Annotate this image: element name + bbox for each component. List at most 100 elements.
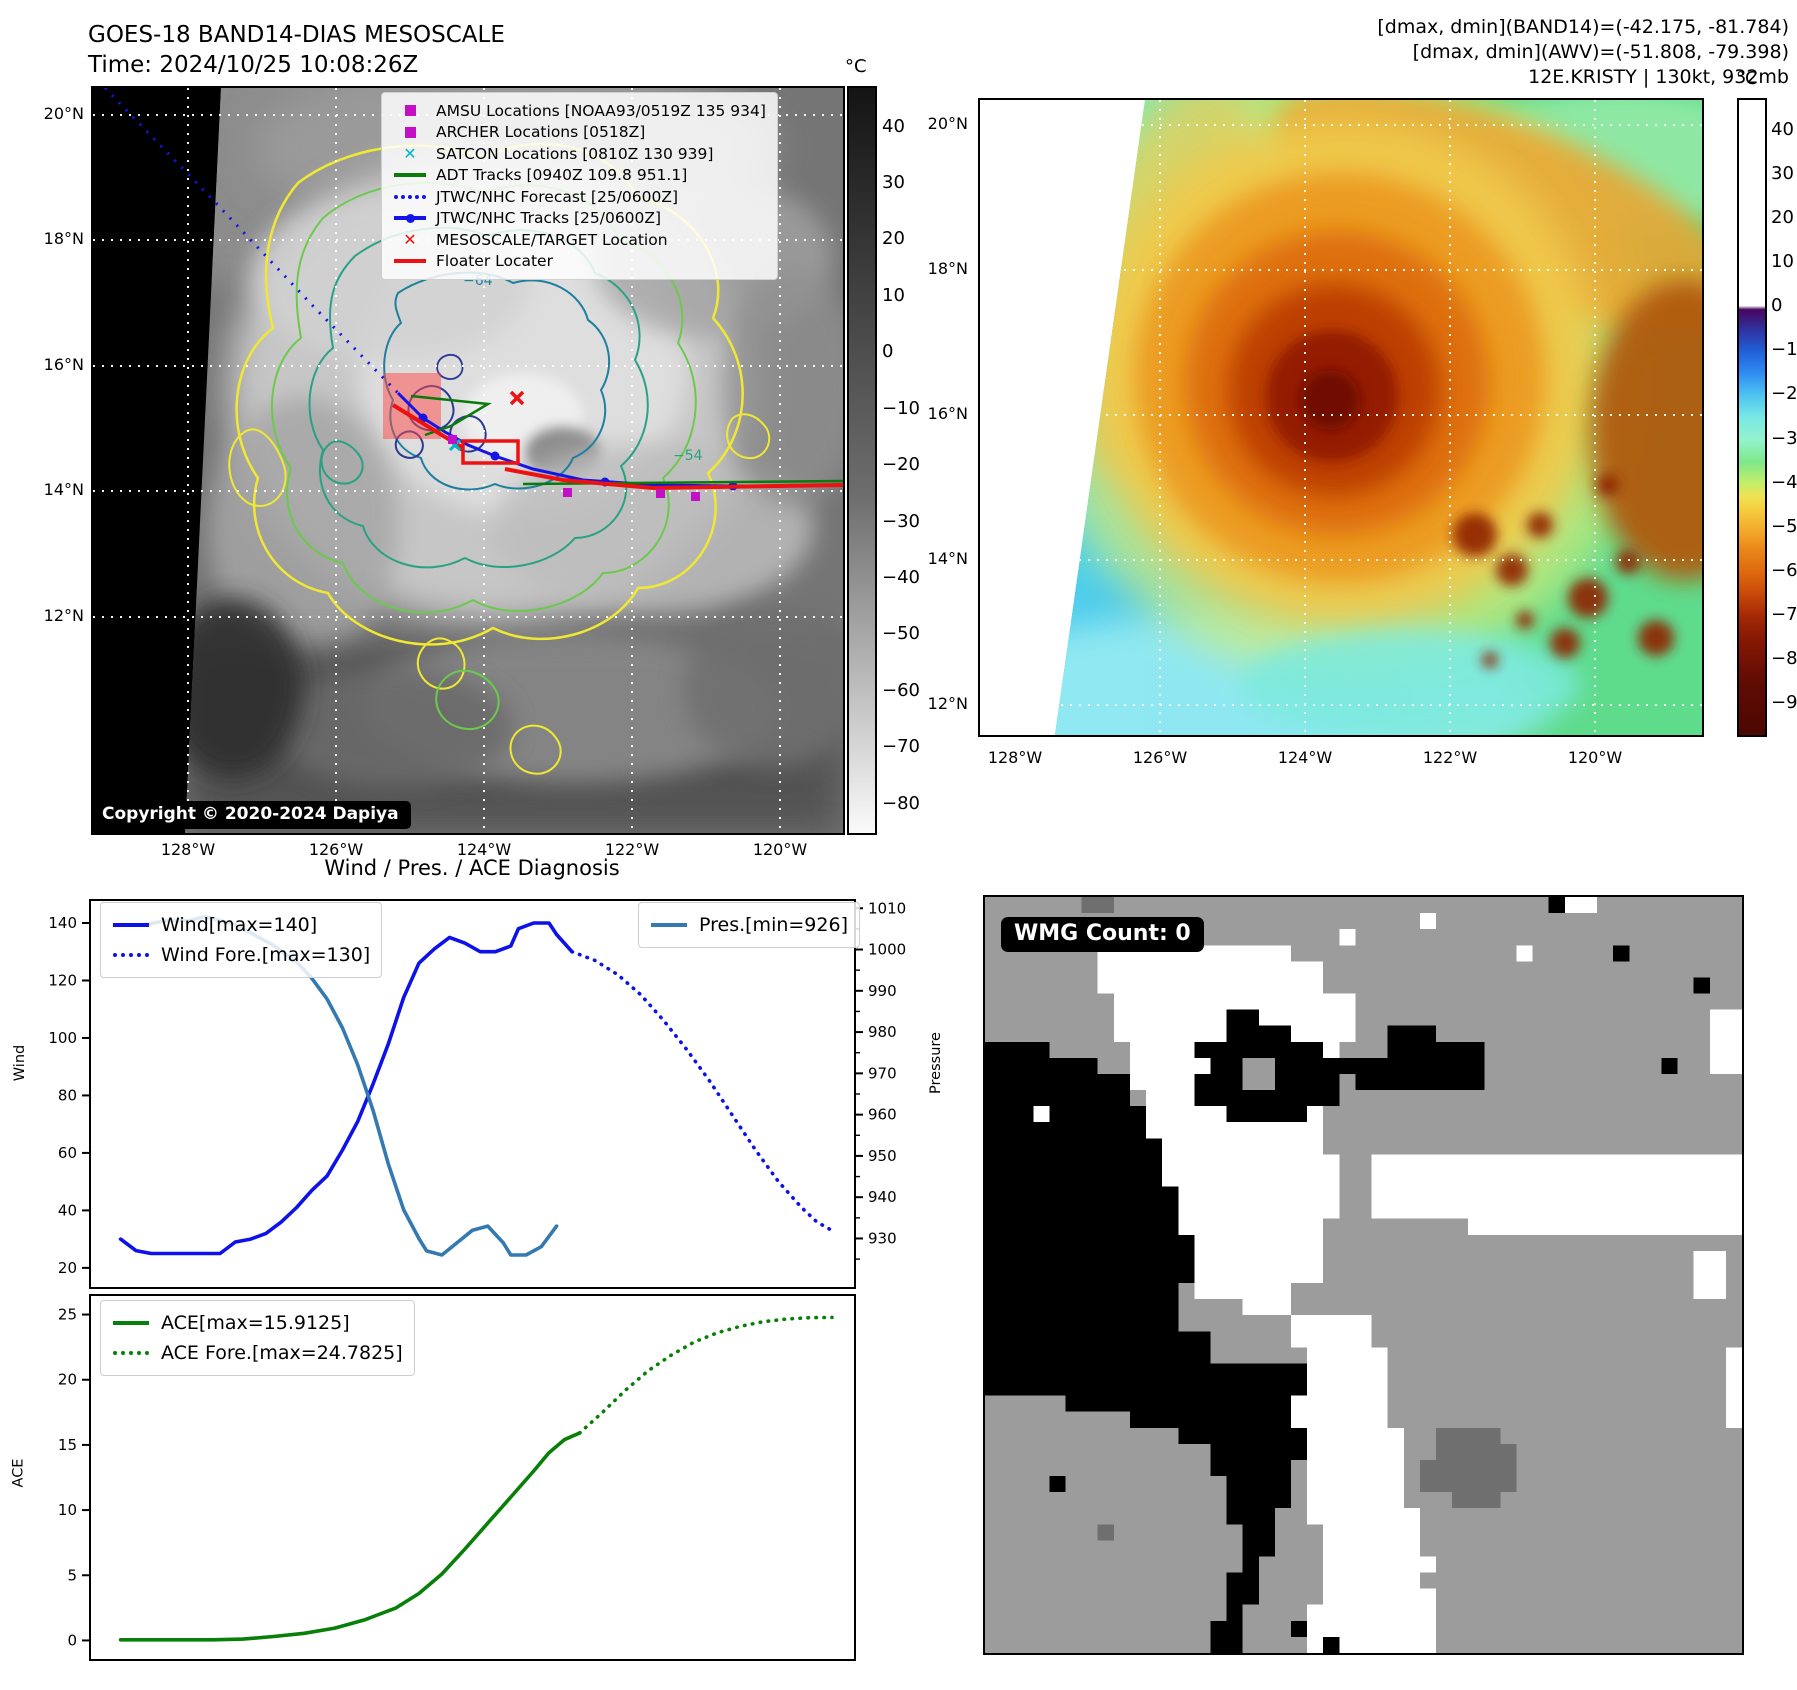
colorbar-tick: −10 (882, 397, 920, 419)
lat-tick: 18°N (43, 229, 84, 248)
y-tick: 80 (58, 1086, 77, 1104)
colorbar-tick: 10 (1771, 251, 1794, 273)
colorbar-tick: −20 (882, 454, 920, 476)
line-dot-marker (393, 213, 427, 223)
x-marker: ✕ (403, 229, 417, 249)
series-line (577, 1315, 834, 1435)
colorbar-tick: −80 (882, 792, 920, 814)
legend-row: ACE Fore.[max=24.7825] (112, 1338, 403, 1368)
y-tick: 15 (58, 1436, 77, 1454)
legend-label: ACE[max=15.9125] (161, 1312, 350, 1334)
legend-row: ✕ SATCON Locations [0810Z 130 939] (393, 143, 766, 165)
lon-tick: 122°W (604, 840, 660, 859)
colorbar-tick: −60 (882, 679, 920, 701)
legend-label: JTWC/NHC Tracks [25/0600Z] (436, 209, 662, 228)
legend-row: ✕ MESOSCALE/TARGET Location (393, 229, 766, 251)
lat-tick: 12°N (43, 606, 84, 625)
lat-tick: 18°N (927, 259, 968, 278)
legend-label: ARCHER Locations [0518Z] (436, 123, 646, 142)
y-tick-right: 930 (868, 1229, 897, 1247)
legend-label: ADT Tracks [0940Z 109.8 951.1] (436, 166, 688, 185)
series-line (118, 1431, 582, 1642)
ace-legend: ACE[max=15.9125] ACE Fore.[max=24.7825] (100, 1300, 415, 1376)
colorbar-tick: −10 (1771, 339, 1797, 361)
lon-tick: 128°W (987, 748, 1043, 767)
colorbar-tick: 40 (1771, 118, 1794, 140)
cold-overshoot-speckles (1453, 474, 1674, 668)
colorbar-tick: −70 (1771, 603, 1797, 625)
legend-row: AMSU Locations [NOAA93/0519Z 135 934] (393, 100, 766, 122)
legend-row: Floater Locater (393, 251, 766, 273)
y-tick: 20 (58, 1259, 77, 1277)
legend-row: JTWC/NHC Forecast [25/0600Z] (393, 186, 766, 208)
colorbar-tick: 0 (882, 341, 894, 363)
lon-tick: 126°W (308, 840, 364, 859)
lon-tick: 124°W (456, 840, 512, 859)
wind-axis-label: Wind (12, 1044, 29, 1082)
y-tick-right: 940 (868, 1188, 897, 1206)
legend-label: MESOSCALE/TARGET Location (436, 230, 668, 249)
wmg-classification-grid (985, 897, 1742, 1653)
ace-axis-label: ACE (10, 1458, 27, 1488)
colorbar-tick: 10 (882, 284, 905, 306)
wind-pressure-chart[interactable]: 20 40 60 80 100 120 140 930 940 950 960 970 980 990 10… (35, 893, 965, 1295)
colorbar-tick: 30 (882, 171, 905, 193)
pressure-axis-label: Pressure (927, 1032, 944, 1094)
legend-row: ACE[max=15.9125] (112, 1308, 403, 1338)
y-tick: 40 (58, 1201, 77, 1219)
lat-tick: 20°N (43, 104, 84, 123)
colorbar-tick: 40 (882, 115, 905, 137)
legend-row: ARCHER Locations [0518Z] (393, 122, 766, 144)
colorbar-tick: −70 (882, 736, 920, 758)
wmg-pixel-map[interactable]: WMG Count: 0 (983, 895, 1744, 1655)
colorbar-tick: 30 (1771, 162, 1794, 184)
line-marker (112, 923, 150, 927)
lon-tick: 120°W (1567, 748, 1623, 767)
pressure-legend: Pres.[min=926] (638, 902, 860, 948)
lat-tick: 20°N (927, 114, 968, 133)
lon-tick: 122°W (1422, 748, 1478, 767)
colorbar-unit: °C (1736, 68, 1758, 89)
colorbar-unit: °C (845, 56, 867, 77)
legend-row: Pres.[min=926] (650, 910, 848, 940)
y-tick-right: 1010 (868, 899, 906, 917)
colorbar-tick: −50 (1771, 515, 1797, 537)
legend-row: Wind Fore.[max=130] (112, 940, 370, 970)
y-tick: 100 (48, 1029, 77, 1047)
legend-row: ADT Tracks [0940Z 109.8 951.1] (393, 165, 766, 187)
wind-legend: Wind[max=140] Wind Fore.[max=130] (100, 902, 383, 978)
legend-label: Pres.[min=926] (699, 914, 848, 936)
storm-id-intensity: 12E.KRISTY | 130kt, 932mb (1528, 66, 1789, 88)
colorbar-tick: 20 (882, 228, 905, 250)
panel2-header: [dmax, dmin](BAND14)=(-42.175, -81.784) … (1377, 15, 1789, 90)
y-tick: 5 (67, 1566, 77, 1584)
line-marker (393, 173, 427, 178)
y-tick-right: 1000 (868, 941, 906, 959)
y-tick: 0 (67, 1631, 77, 1649)
y-tick-right: 990 (868, 982, 897, 1000)
lon-tick: 120°W (752, 840, 808, 859)
square-marker (393, 105, 427, 117)
band14-satellite-map[interactable]: AMSU Locations [NOAA93/0519Z 135 934] ARC… (91, 86, 845, 835)
y-tick: 120 (48, 971, 77, 989)
lon-tick: 124°W (1277, 748, 1333, 767)
series-line (570, 949, 834, 1233)
grayscale-gradient (849, 88, 875, 833)
colorbar-tick: −50 (882, 623, 920, 645)
lat-tick: 12°N (927, 694, 968, 713)
series-line (118, 921, 574, 1256)
dotted-marker (112, 953, 150, 957)
legend-label: SATCON Locations [0810Z 130 939] (436, 144, 714, 163)
y-tick: 20 (58, 1371, 77, 1389)
y-tick: 60 (58, 1144, 77, 1162)
colorbar-tick: −60 (1771, 559, 1797, 581)
storm-tracks (103, 88, 843, 501)
legend-label: Wind Fore.[max=130] (161, 944, 371, 966)
y-tick: 10 (58, 1501, 77, 1519)
colorbar-tick: −80 (1771, 648, 1797, 670)
colorbar-tick: −40 (1771, 471, 1797, 493)
line-marker (112, 1321, 150, 1325)
enhanced-ir-satellite-map[interactable] (978, 98, 1704, 737)
legend-label: JTWC/NHC Forecast [25/0600Z] (436, 187, 679, 206)
